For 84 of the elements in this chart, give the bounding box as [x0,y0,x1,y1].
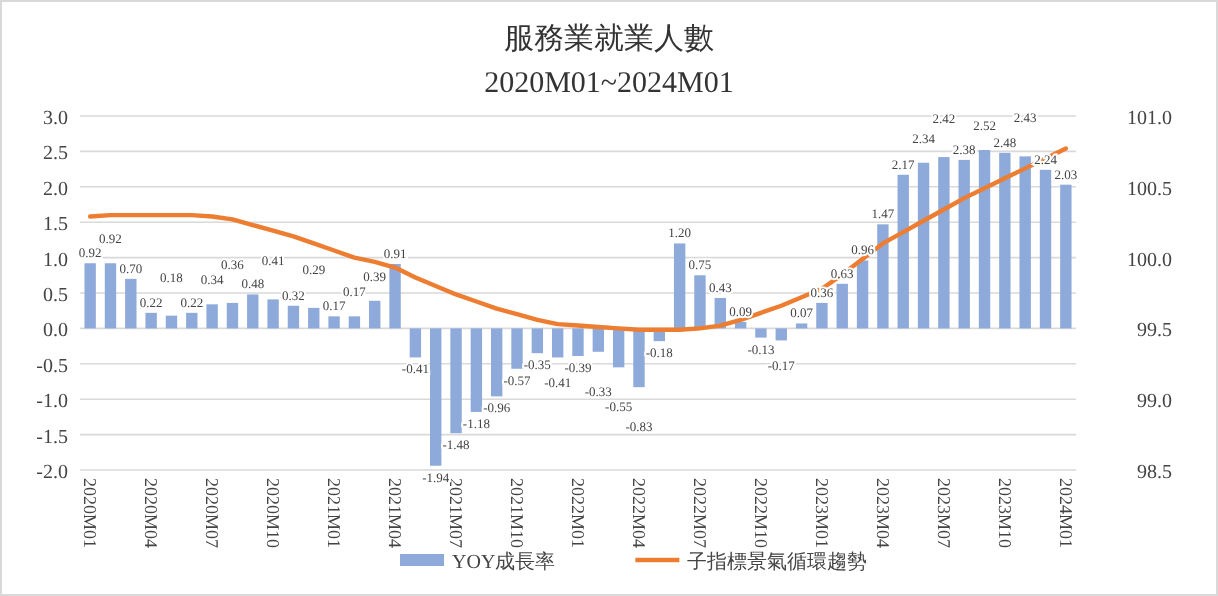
bar [328,316,340,329]
legend-label: 子指標景氣循環趨勢 [687,550,868,574]
y2-tick-label: 99.0 [1137,391,1172,414]
bar [612,328,625,368]
x-tick-label: 2020M01 [80,478,101,549]
bar [511,328,523,369]
bar [84,263,96,329]
bar [592,328,605,352]
bar [856,260,869,329]
bar [348,316,361,329]
y-tick-label: -1.0 [36,391,68,414]
chart-title: 服務業就業人數 [504,22,714,56]
bar [470,328,483,412]
bar [267,299,279,329]
bar [551,328,564,358]
bar [572,328,584,357]
bar [999,152,1011,329]
y2-tick-label: 101.0 [1127,108,1172,130]
y2-tick-label: 98.5 [1137,462,1172,484]
bar [531,328,544,354]
bar [897,174,909,329]
bar [775,328,787,341]
x-tick-label: 2021M04 [385,478,406,549]
y-tick-label: 0.5 [43,285,68,307]
bar [125,278,137,329]
bar [816,302,828,329]
bar [938,157,950,329]
x-tick-label: 2020M04 [141,478,162,549]
bar [226,302,239,329]
x-tick-label: 2022M01 [568,478,588,549]
bar [308,307,320,329]
x-tick-label: 2024M01 [1055,478,1076,549]
bar [917,162,930,329]
y-tick-label: 0.0 [43,320,68,343]
y-tick-label: 2.0 [43,178,68,201]
y-tick-label: 1.5 [43,214,68,237]
y2-tick-label: 100.0 [1127,249,1172,272]
bar [673,243,686,329]
y-tick-label: 1.0 [43,249,68,272]
bar [145,312,157,329]
x-tick-label: 2022M10 [750,478,771,549]
x-tick-label: 2021M01 [324,478,345,549]
legend-label: YOY成長率 [452,550,556,574]
x-tick-label: 2023M10 [994,478,1015,549]
x-tick-label: 2021M10 [507,478,528,549]
y-tick-label: -1.5 [36,426,68,449]
x-tick-label: 2021M07 [446,478,467,549]
y-tick-label: -0.5 [36,355,68,378]
bar [430,328,442,466]
bar [491,328,503,397]
bar [104,263,117,329]
y-tick-label: 3.0 [43,108,68,130]
bar [694,275,706,329]
y-tick-label: -2.0 [36,462,68,484]
bar [206,304,218,329]
bar [755,328,767,338]
bar [958,159,970,329]
bar [287,305,300,329]
bar [877,224,889,329]
y2-tick-label: 100.5 [1127,178,1172,201]
bar [795,323,808,329]
bar [633,328,645,388]
x-tick-label: 2023M01 [811,478,832,549]
chart-subtitle: 2020M01~2024M01 [484,68,734,100]
bar [1060,184,1072,329]
bar [450,328,462,434]
y-tick-label: 2.5 [43,143,68,166]
bar [1039,169,1052,329]
x-tick-label: 2022M04 [628,478,649,549]
x-tick-label: 2022M07 [689,478,710,549]
x-tick-label: 2023M04 [872,478,893,549]
x-tick-label: 2020M10 [263,478,284,549]
bar [1019,156,1031,329]
bar [978,149,991,329]
bar [409,328,422,358]
bar [836,283,848,329]
bar [186,312,198,329]
bar [389,263,401,329]
x-tick-label: 2020M07 [202,478,223,549]
bar [369,300,381,329]
bar [247,294,259,329]
bar [165,315,178,329]
y2-tick-label: 99.5 [1137,320,1172,343]
x-tick-label: 2023M07 [933,478,954,549]
